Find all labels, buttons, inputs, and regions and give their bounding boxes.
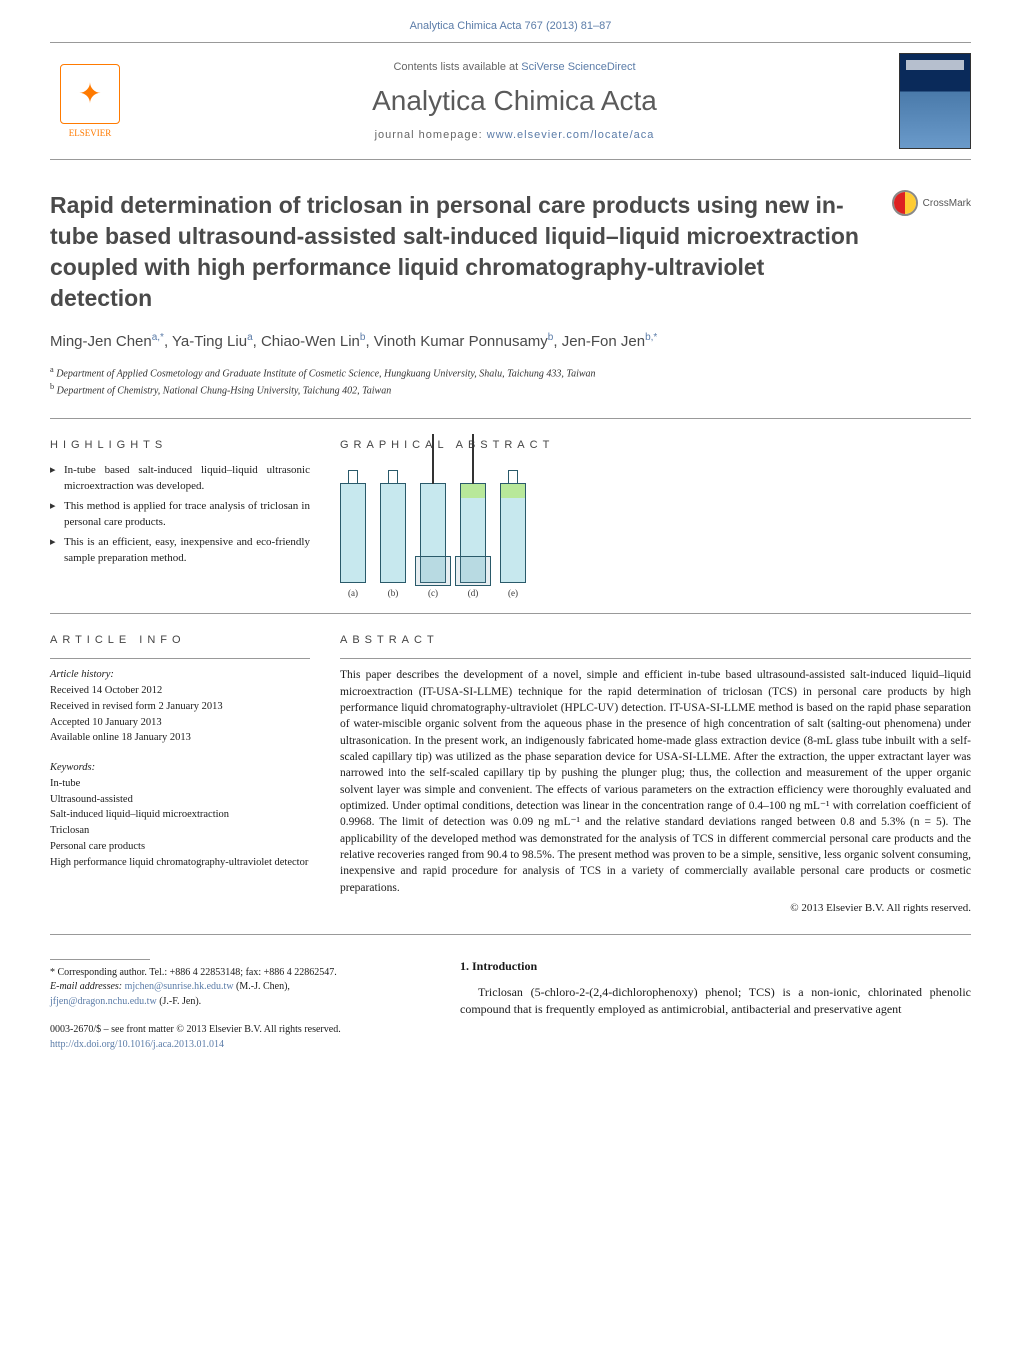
affiliation-line: a Department of Applied Cosmetology and … xyxy=(50,364,971,381)
tube-letter: (c) xyxy=(428,588,438,598)
contents-list-line: Contents lists available at SciVerse Sci… xyxy=(130,61,899,73)
journal-homepage-line: journal homepage: www.elsevier.com/locat… xyxy=(130,129,899,141)
received-date: Received 14 October 2012 xyxy=(50,683,310,699)
accepted-date: Accepted 10 January 2013 xyxy=(50,715,310,731)
journal-name: Analytica Chimica Acta xyxy=(130,85,899,117)
keywords-list: In-tubeUltrasound-assistedSalt-induced l… xyxy=(50,776,310,871)
divider xyxy=(340,658,971,659)
tube-cap-icon xyxy=(348,470,358,484)
tube-a: (a) xyxy=(340,483,366,583)
abstract-copyright: © 2013 Elsevier B.V. All rights reserved… xyxy=(340,902,971,914)
history-label: Article history: xyxy=(50,667,310,683)
elsevier-logo[interactable]: ✦ ELSEVIER xyxy=(50,56,130,146)
tube-letter: (e) xyxy=(508,588,518,598)
article-history: Article history: Received 14 October 201… xyxy=(50,667,310,870)
graphical-abstract-figure: (a) (b) (c) (d) (e) xyxy=(340,463,971,593)
revised-date: Received in revised form 2 January 2013 xyxy=(50,699,310,715)
keyword-item: High performance liquid chromatography-u… xyxy=(50,855,310,871)
tube-cap-icon xyxy=(508,470,518,484)
highlight-item: This method is applied for trace analysi… xyxy=(50,499,310,531)
publisher-name: ELSEVIER xyxy=(69,128,112,138)
tube-letter: (b) xyxy=(388,588,399,598)
journal-cover-thumbnail[interactable] xyxy=(899,53,971,149)
introduction-paragraph: Triclosan (5-chloro-2-(2,4-dichloropheno… xyxy=(460,984,971,1019)
elsevier-tree-icon: ✦ xyxy=(60,64,120,124)
plunger-icon xyxy=(472,434,474,484)
introduction-heading: 1. Introduction xyxy=(460,959,971,974)
divider xyxy=(50,934,971,935)
masthead: ✦ ELSEVIER Contents lists available at S… xyxy=(50,42,971,160)
organic-phase-layer xyxy=(461,484,485,498)
abstract-label: ABSTRACT xyxy=(340,634,971,646)
organic-phase-layer xyxy=(501,484,525,498)
email-name-2: (J.-F. Jen). xyxy=(159,996,201,1007)
divider xyxy=(50,418,971,419)
keyword-item: Personal care products xyxy=(50,839,310,855)
footnote-rule xyxy=(50,959,150,960)
journal-reference: Analytica Chimica Acta 767 (2013) 81–87 xyxy=(50,20,971,42)
crossmark-icon xyxy=(892,190,918,216)
divider xyxy=(50,658,310,659)
sciencedirect-link[interactable]: SciVerse ScienceDirect xyxy=(521,61,635,73)
author-list: Ming-Jen Chena,*, Ya-Ting Liua, Chiao-We… xyxy=(50,330,971,354)
plunger-icon xyxy=(432,434,434,484)
email-link-1[interactable]: mjchen@sunrise.hk.edu.tw xyxy=(125,981,234,992)
keyword-item: Salt-induced liquid–liquid microextracti… xyxy=(50,807,310,823)
tube-c: (c) xyxy=(420,483,446,583)
tube-letter: (d) xyxy=(468,588,479,598)
ultrasonication-box-icon xyxy=(415,556,451,586)
email-link-2[interactable]: jfjen@dragon.nchu.edu.tw xyxy=(50,996,157,1007)
tube-d: (d) xyxy=(460,483,486,583)
highlights-list: In-tube based salt-induced liquid–liquid… xyxy=(50,463,310,567)
tube-cap-icon xyxy=(388,470,398,484)
affiliations: a Department of Applied Cosmetology and … xyxy=(50,364,971,399)
keywords-label: Keywords: xyxy=(50,760,310,776)
keyword-item: Ultrasound-assisted xyxy=(50,792,310,808)
doi-block: 0003-2670/$ – see front matter © 2013 El… xyxy=(50,1023,430,1052)
divider xyxy=(50,613,971,614)
issn-line: 0003-2670/$ – see front matter © 2013 El… xyxy=(50,1023,430,1038)
corr-author-line: * Corresponding author. Tel.: +886 4 228… xyxy=(50,966,430,981)
ultrasonication-box-icon xyxy=(455,556,491,586)
doi-link[interactable]: http://dx.doi.org/10.1016/j.aca.2013.01.… xyxy=(50,1039,224,1050)
crossmark-badge[interactable]: CrossMark xyxy=(892,190,971,216)
online-date: Available online 18 January 2013 xyxy=(50,730,310,746)
keyword-item: Triclosan xyxy=(50,823,310,839)
tube-e: (e) xyxy=(500,483,526,583)
graphical-abstract-label: GRAPHICAL ABSTRACT xyxy=(340,439,971,451)
crossmark-label: CrossMark xyxy=(923,198,971,209)
contents-prefix: Contents lists available at xyxy=(393,61,521,73)
corresponding-author-footnote: * Corresponding author. Tel.: +886 4 228… xyxy=(50,966,430,1010)
keyword-item: In-tube xyxy=(50,776,310,792)
tube-letter: (a) xyxy=(348,588,358,598)
homepage-prefix: journal homepage: xyxy=(375,129,487,141)
tube-b: (b) xyxy=(380,483,406,583)
highlight-item: In-tube based salt-induced liquid–liquid… xyxy=(50,463,310,495)
highlights-label: HIGHLIGHTS xyxy=(50,439,310,451)
article-info-label: ARTICLE INFO xyxy=(50,634,310,646)
email-name-1: (M.-J. Chen), xyxy=(236,981,290,992)
affiliation-line: b Department of Chemistry, National Chun… xyxy=(50,381,971,398)
article-title: Rapid determination of triclosan in pers… xyxy=(50,190,872,314)
email-label: E-mail addresses: xyxy=(50,981,122,992)
abstract-text: This paper describes the development of … xyxy=(340,667,971,896)
journal-homepage-link[interactable]: www.elsevier.com/locate/aca xyxy=(487,129,655,141)
highlight-item: This is an efficient, easy, inexpensive … xyxy=(50,535,310,567)
